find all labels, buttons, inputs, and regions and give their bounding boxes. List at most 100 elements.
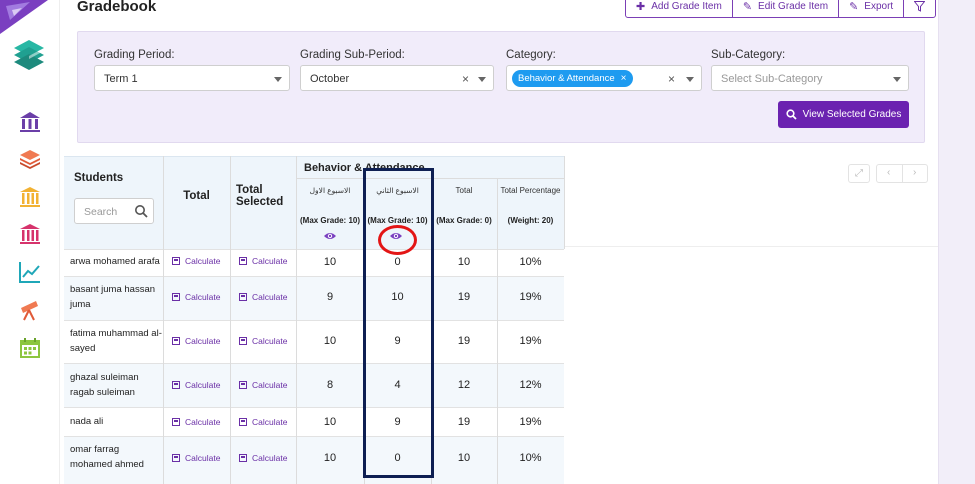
- week1-grade[interactable]: 10: [323, 335, 337, 347]
- category-chip-label: Behavior & Attendance: [518, 73, 615, 84]
- clear-category-icon[interactable]: ×: [667, 72, 675, 86]
- week1-grade[interactable]: 9: [326, 291, 334, 303]
- grading-sub-period-label: Grading Sub-Period:: [300, 49, 405, 61]
- edit-grade-item-button[interactable]: ✎ Edit Grade Item: [733, 0, 840, 17]
- week1-grade[interactable]: 10: [323, 256, 337, 268]
- calculator-icon: [172, 418, 180, 426]
- pencil-icon: ✎: [742, 0, 753, 13]
- calculate-selected-link[interactable]: Calculate: [239, 256, 287, 266]
- calculator-icon: [239, 257, 247, 265]
- calculate-total-link[interactable]: Calculate: [172, 380, 220, 390]
- eye-icon[interactable]: [323, 231, 337, 241]
- week1-header: الاسبوع الاول: [309, 186, 351, 195]
- divider: [564, 156, 565, 249]
- student-name: omar farrag mohamed ahmed: [70, 444, 144, 470]
- calculate-total-link[interactable]: Calculate: [172, 336, 220, 346]
- week1-grade[interactable]: 10: [323, 452, 337, 464]
- expand-table-button[interactable]: ⤢: [848, 164, 870, 183]
- student-name: ghazal suleiman ragab suleiman: [70, 372, 139, 398]
- institution-icon[interactable]: [18, 185, 42, 209]
- row-percentage: 10%: [519, 256, 542, 268]
- remove-chip-icon[interactable]: ×: [620, 73, 627, 84]
- calculate-total-link[interactable]: Calculate: [172, 417, 220, 427]
- scroll-right-button[interactable]: ›: [913, 167, 917, 178]
- bank-building-icon[interactable]: [18, 222, 42, 246]
- divider: [64, 436, 564, 437]
- calculate-selected-link[interactable]: Calculate: [239, 292, 287, 302]
- week1-grade[interactable]: 8: [326, 379, 334, 391]
- divider: [296, 156, 297, 484]
- row-stripe: [64, 436, 564, 484]
- grading-sub-period-select[interactable]: October ×: [300, 65, 494, 91]
- row-total: 19: [457, 416, 471, 428]
- calculator-icon: [172, 293, 180, 301]
- plus-icon: ✚: [636, 0, 646, 13]
- filter-panel: Grading Period: Term 1 Grading Sub-Perio…: [77, 31, 925, 143]
- table-header-grades: [296, 156, 564, 249]
- divider: [296, 178, 564, 179]
- divider: [230, 156, 231, 484]
- week2-max-grade: (Max Grade: 10): [367, 216, 428, 225]
- week2-grade[interactable]: 10: [391, 291, 404, 303]
- divider: [64, 276, 564, 277]
- student-name: nada ali: [70, 416, 104, 427]
- telescope-icon[interactable]: [18, 298, 42, 322]
- calculator-icon: [239, 381, 247, 389]
- search-placeholder: Search: [84, 206, 118, 218]
- week2-header: الاسبوع الثاني: [376, 186, 419, 195]
- calendar-icon[interactable]: [18, 336, 42, 360]
- divider: [64, 249, 564, 250]
- divider: [564, 246, 938, 247]
- calculate-selected-link[interactable]: Calculate: [239, 380, 287, 390]
- books-stack-icon[interactable]: [18, 147, 42, 171]
- add-grade-item-label: Add Grade Item: [651, 0, 722, 12]
- row-total: 12: [457, 379, 471, 391]
- divider: [163, 156, 164, 484]
- calculate-total-link[interactable]: Calculate: [172, 256, 220, 266]
- calculate-total-link[interactable]: Calculate: [172, 292, 220, 302]
- row-total: 19: [457, 291, 471, 303]
- sub-category-select[interactable]: Select Sub-Category: [711, 65, 909, 91]
- sub-category-label: Sub-Category:: [711, 49, 786, 61]
- app-logo-icon[interactable]: [12, 38, 46, 74]
- week1-grade[interactable]: 10: [323, 416, 337, 428]
- school-building-icon[interactable]: [18, 110, 42, 134]
- filter-icon: [914, 0, 926, 12]
- divider: [64, 363, 564, 364]
- student-name: arwa mohamed arafa: [70, 256, 160, 267]
- calculate-selected-link[interactable]: Calculate: [239, 336, 287, 346]
- calculator-icon: [172, 381, 180, 389]
- student-search-input[interactable]: Search: [74, 198, 154, 224]
- view-selected-grades-button[interactable]: View Selected Grades: [778, 101, 909, 128]
- chart-trend-icon[interactable]: [18, 260, 42, 284]
- add-grade-item-button[interactable]: ✚ Add Grade Item: [626, 0, 733, 17]
- week2-grade[interactable]: 0: [394, 256, 401, 268]
- calculate-selected-link[interactable]: Calculate: [239, 453, 287, 463]
- column-total-header: Total: [455, 186, 473, 195]
- corner-ribbon-icon: [0, 0, 48, 34]
- filter-button[interactable]: [904, 0, 935, 17]
- calculator-icon: [239, 454, 247, 462]
- student-name: fatima muhammad al-sayed: [70, 328, 162, 354]
- calculate-selected-link[interactable]: Calculate: [239, 417, 287, 427]
- row-stripe: [64, 277, 564, 320]
- calculate-total-link[interactable]: Calculate: [172, 453, 220, 463]
- chevron-down-icon: [274, 77, 282, 82]
- week2-grade[interactable]: 9: [394, 416, 401, 428]
- week2-grade[interactable]: 4: [394, 379, 401, 391]
- clear-sub-period-icon[interactable]: ×: [461, 72, 469, 86]
- calculator-icon: [172, 257, 180, 265]
- divider: [497, 178, 498, 484]
- grading-period-label: Grading Period:: [94, 49, 175, 61]
- week2-grade[interactable]: 9: [394, 335, 401, 347]
- week2-grade[interactable]: 0: [394, 452, 401, 464]
- calculator-icon: [239, 337, 247, 345]
- search-icon: [786, 109, 797, 120]
- export-button[interactable]: ✎ Export: [839, 0, 905, 17]
- edit-grade-item-label: Edit Grade Item: [758, 0, 829, 12]
- percentage-weight: (Weight: 20): [507, 216, 554, 225]
- scroll-left-button[interactable]: ‹: [887, 167, 891, 178]
- category-select[interactable]: Behavior & Attendance × ×: [506, 65, 702, 91]
- student-name: basant juma hassan juma: [70, 284, 156, 310]
- grading-period-select[interactable]: Term 1: [94, 65, 290, 91]
